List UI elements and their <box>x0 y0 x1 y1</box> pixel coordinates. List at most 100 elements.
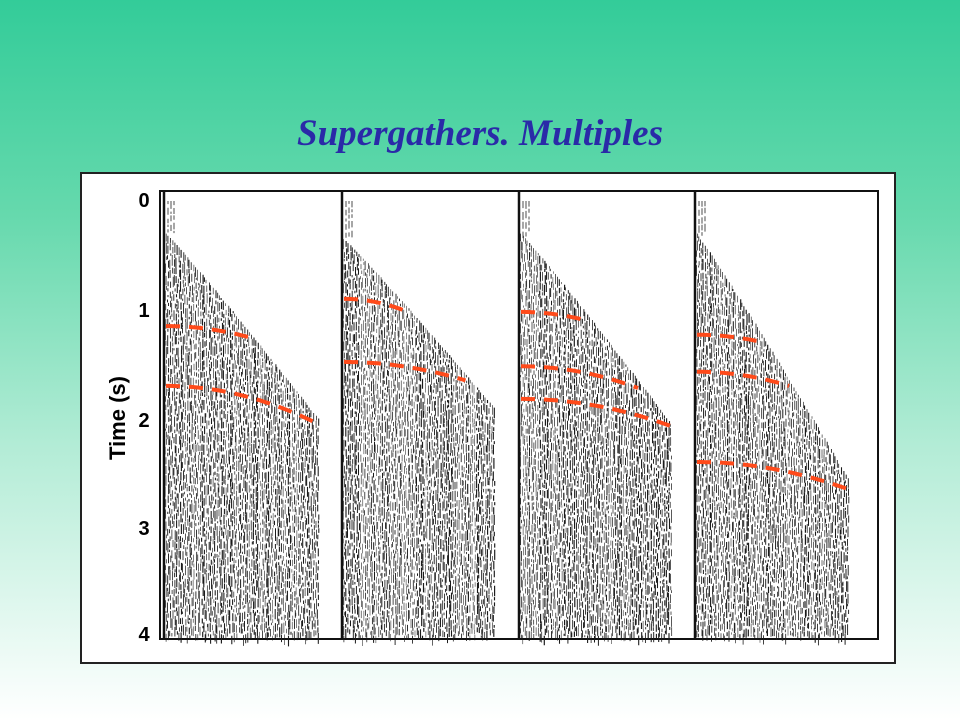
seismic-trace <box>773 355 776 637</box>
seismic-trace <box>314 415 317 636</box>
seismic-trace <box>466 377 470 637</box>
supergather-2 <box>340 191 496 646</box>
seismic-trace <box>188 259 191 639</box>
seismic-trace <box>556 276 559 641</box>
seismic-trace <box>596 328 600 646</box>
seismic-trace <box>827 445 830 636</box>
seismic-trace <box>594 325 598 639</box>
seismic-trace <box>607 342 610 642</box>
seismic-trace <box>786 376 789 636</box>
seismic-trace <box>659 409 662 637</box>
seismic-trace <box>560 282 563 641</box>
seismic-trace <box>669 423 673 636</box>
seismic-trace <box>392 291 395 634</box>
seismic-trace <box>562 284 566 636</box>
seismic-trace <box>599 331 602 636</box>
seismic-trace <box>254 340 258 639</box>
seismic-trace <box>190 262 193 636</box>
seismic-trace <box>663 415 666 640</box>
seismic-trace <box>719 268 722 638</box>
seismic-trace <box>196 269 200 641</box>
seismic-trace <box>362 258 365 646</box>
seismic-trace <box>407 308 410 639</box>
seismic-trace <box>239 321 243 634</box>
seismic-trace <box>469 379 472 641</box>
seismic-trace <box>537 253 540 637</box>
seismic-trace <box>385 284 389 637</box>
seismic-trace <box>164 233 168 642</box>
seismic-trace <box>547 266 550 638</box>
seismic-trace <box>736 295 740 638</box>
seismic-trace <box>473 384 476 641</box>
multiple-event-curve <box>521 396 672 428</box>
seismic-trace <box>207 282 210 637</box>
seismic-trace <box>267 356 271 637</box>
seismic-trace <box>194 267 198 641</box>
seismic-trace <box>428 332 432 641</box>
seismic-trace <box>366 263 369 643</box>
seismic-trace <box>184 254 187 636</box>
seismic-trace <box>235 316 238 639</box>
seismic-trace <box>415 318 419 636</box>
seismic-trace <box>846 478 850 635</box>
seismic-trace <box>738 299 742 641</box>
seismic-trace <box>812 420 815 640</box>
leading-trace <box>698 201 706 236</box>
seismic-trace <box>396 296 399 635</box>
seismic-trace <box>648 395 651 633</box>
seismic-trace <box>344 241 348 639</box>
seismic-trace <box>368 265 371 635</box>
seismic-trace <box>304 402 307 645</box>
seismic-trace <box>842 471 846 637</box>
seismic-trace <box>592 322 596 643</box>
seismic-trace <box>286 380 290 647</box>
seismic-trace <box>237 319 240 633</box>
seismic-trace <box>409 310 412 635</box>
time-tick-2: 2 <box>138 410 150 432</box>
seismic-trace <box>805 409 809 637</box>
seismic-trace <box>622 361 625 642</box>
seismic-trace <box>721 272 725 640</box>
seismic-trace <box>654 404 658 639</box>
seismic-trace <box>844 474 848 645</box>
seismic-trace <box>834 456 837 640</box>
seismic-trace <box>575 300 578 636</box>
seismic-trace <box>656 406 660 642</box>
seismic-trace <box>730 285 733 635</box>
seismic-trace <box>797 394 800 640</box>
supergather-1 <box>162 191 320 647</box>
multiple-event-curve <box>697 332 764 345</box>
seismic-trace <box>754 323 757 639</box>
seismic-trace <box>715 262 718 641</box>
seismic-trace <box>291 385 294 638</box>
time-tick-4: 4 <box>138 624 150 646</box>
seismic-trace <box>524 238 527 636</box>
seismic-trace <box>430 335 433 646</box>
seismic-trace <box>360 256 363 640</box>
seismic-trace <box>758 330 761 643</box>
seismic-trace <box>252 337 256 635</box>
seismic-trace <box>295 391 298 641</box>
slide-title: Supergathers. Multiples <box>297 113 663 154</box>
seismic-trace <box>224 303 227 640</box>
seismic-trace <box>795 391 798 637</box>
seismic-trace <box>308 407 311 640</box>
seismic-trace <box>627 367 630 636</box>
seismic-trace <box>372 270 376 643</box>
seismic-trace <box>554 274 557 639</box>
seismic-trace <box>609 344 613 644</box>
seismic-trace <box>695 233 699 638</box>
seismic-trace <box>417 320 421 640</box>
seismic-trace <box>199 272 202 636</box>
supergather-3 <box>517 191 673 646</box>
seismic-trace <box>749 316 752 637</box>
seismic-trace <box>441 347 444 638</box>
seismic-trace <box>379 277 382 635</box>
seismic-trace <box>424 327 427 638</box>
seismic-trace <box>829 449 832 637</box>
seismic-trace <box>405 305 408 639</box>
seismic-trace <box>261 348 264 639</box>
seismic-trace <box>312 413 315 637</box>
seismic-trace <box>790 383 794 636</box>
leading-trace <box>345 201 353 238</box>
